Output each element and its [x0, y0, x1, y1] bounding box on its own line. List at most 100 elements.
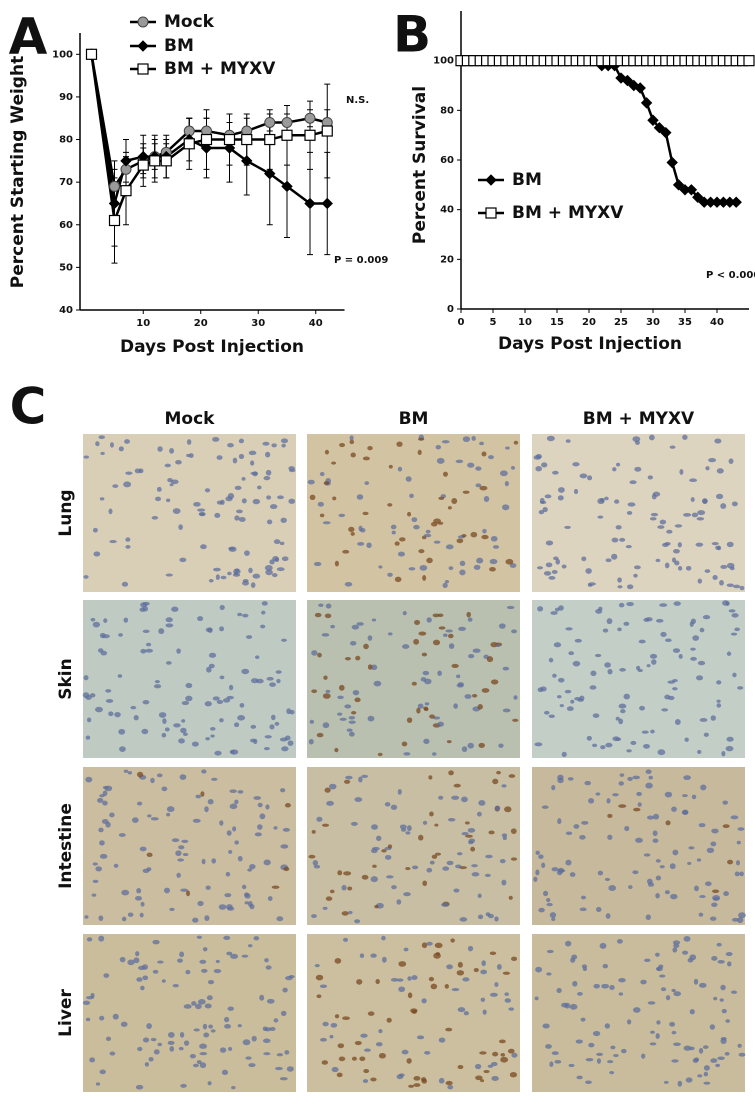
- nucleus: [730, 632, 738, 636]
- nucleus: [179, 557, 187, 563]
- nucleus: [725, 952, 733, 957]
- nucleus: [121, 889, 130, 896]
- nucleus: [544, 494, 552, 499]
- nucleus: [674, 560, 680, 566]
- nucleus: [354, 919, 361, 924]
- legend-label: Mock: [164, 12, 215, 32]
- nucleus: [435, 952, 441, 956]
- nucleus: [345, 775, 353, 780]
- nucleus: [281, 443, 286, 448]
- nucleus: [401, 1049, 409, 1055]
- nucleus: [308, 738, 314, 745]
- nucleus: [731, 613, 739, 618]
- nucleus: [185, 682, 193, 689]
- y-tick-label: 90: [59, 92, 73, 103]
- nucleus: [408, 567, 416, 571]
- nucleus: [97, 648, 104, 653]
- nucleus: [573, 488, 579, 495]
- nucleus: [455, 864, 462, 869]
- nucleus: [457, 1007, 466, 1013]
- nucleus: [698, 1047, 704, 1054]
- nucleus: [587, 475, 593, 481]
- nucleus: [208, 1024, 213, 1029]
- nucleus: [481, 688, 490, 693]
- nucleus: [361, 774, 369, 778]
- nucleus: [377, 752, 383, 757]
- nucleus: [722, 800, 728, 805]
- nucleus: [254, 832, 262, 837]
- nucleus: [325, 603, 332, 609]
- nucleus: [697, 578, 703, 584]
- nucleus: [481, 960, 486, 967]
- data-point: [120, 155, 132, 167]
- nucleus: [413, 1083, 421, 1088]
- nucleus: [719, 580, 724, 586]
- nucleus: [674, 719, 681, 725]
- nucleus: [264, 958, 269, 963]
- nucleus: [513, 695, 518, 700]
- nucleus: [601, 983, 610, 989]
- nucleus: [284, 735, 291, 741]
- nucleus: [659, 603, 668, 607]
- nucleus: [576, 1075, 583, 1080]
- nucleus: [612, 793, 619, 797]
- nucleus: [337, 695, 344, 700]
- nucleus: [155, 496, 162, 502]
- nucleus: [121, 916, 127, 922]
- x-tick-label: 10: [518, 317, 532, 328]
- nucleus: [183, 1004, 192, 1009]
- x-tick-label: 30: [251, 318, 265, 329]
- image-background: [532, 600, 745, 758]
- nucleus: [592, 743, 598, 748]
- nucleus: [192, 1063, 199, 1068]
- row-label: Lung: [56, 489, 76, 536]
- nucleus: [204, 488, 211, 493]
- nucleus: [708, 458, 717, 463]
- nucleus: [178, 845, 185, 850]
- nucleus: [314, 612, 322, 618]
- data-point: [672, 179, 685, 191]
- nucleus: [592, 1030, 601, 1037]
- nucleus: [222, 698, 231, 703]
- nucleus: [390, 977, 399, 982]
- nucleus: [711, 541, 719, 546]
- nucleus: [238, 453, 245, 460]
- nucleus: [579, 907, 587, 912]
- nucleus: [150, 777, 155, 784]
- nucleus: [499, 1039, 506, 1044]
- nucleus: [558, 487, 565, 493]
- nucleus: [166, 498, 171, 503]
- nucleus: [390, 524, 397, 530]
- nucleus: [442, 582, 448, 589]
- nucleus: [677, 1080, 683, 1087]
- nucleus: [272, 556, 279, 562]
- nucleus: [197, 616, 204, 622]
- nucleus: [568, 651, 575, 656]
- nucleus: [494, 916, 499, 922]
- nucleus: [266, 998, 275, 1004]
- nucleus: [264, 735, 272, 739]
- nucleus: [553, 556, 559, 561]
- nucleus: [109, 539, 117, 544]
- nucleus: [417, 703, 424, 709]
- nucleus: [446, 964, 453, 970]
- nucleus: [629, 480, 637, 485]
- nucleus: [199, 1062, 207, 1069]
- nucleus: [406, 825, 412, 832]
- nucleus: [655, 859, 661, 863]
- nucleus: [420, 677, 427, 682]
- nucleus: [150, 1037, 157, 1042]
- nucleus: [508, 774, 516, 778]
- nucleus: [387, 844, 393, 849]
- nucleus: [232, 457, 238, 464]
- nucleus: [641, 730, 649, 734]
- nucleus: [548, 576, 556, 580]
- nucleus: [266, 676, 274, 681]
- nucleus: [179, 951, 185, 958]
- histology-image: [307, 434, 520, 592]
- nucleus: [565, 831, 573, 836]
- nucleus: [717, 545, 722, 551]
- nucleus: [289, 709, 295, 715]
- nucleus: [193, 1028, 200, 1032]
- nucleus: [471, 436, 476, 441]
